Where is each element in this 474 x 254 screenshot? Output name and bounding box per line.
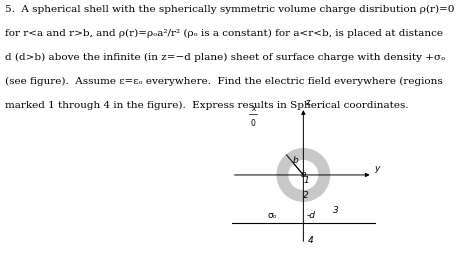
Text: 2: 2 [303, 191, 309, 200]
Text: 1: 1 [303, 176, 309, 184]
Text: for r<a and r>b, and ρ(r)=ρₒa²/r² (ρₒ is a constant) for a<r<b, is placed at dis: for r<a and r>b, and ρ(r)=ρₒa²/r² (ρₒ is… [5, 29, 443, 38]
Text: 3: 3 [333, 205, 339, 214]
Text: x: x [251, 104, 255, 113]
Text: y: y [374, 163, 379, 172]
Text: b: b [293, 156, 299, 165]
Text: z: z [306, 98, 310, 107]
Text: d (d>b) above the infinite (in z=−d plane) sheet of surface charge with density : d (d>b) above the infinite (in z=−d plan… [5, 53, 445, 62]
Text: 0: 0 [251, 118, 255, 127]
Text: -d: -d [306, 211, 315, 219]
Text: (see figure).  Assume ε=εₒ everywhere.  Find the electric field everywhere (regi: (see figure). Assume ε=εₒ everywhere. Fi… [5, 77, 443, 86]
Text: 4: 4 [308, 235, 313, 244]
Text: 5.  A spherical shell with the spherically symmetric volume charge disribution ρ: 5. A spherical shell with the sphericall… [5, 5, 454, 14]
Text: a: a [301, 169, 306, 178]
Text: σₒ: σₒ [268, 210, 277, 219]
Text: marked 1 through 4 in the figure).  Express results in Spherical coordinates.: marked 1 through 4 in the figure). Expre… [5, 101, 409, 110]
Circle shape [289, 161, 318, 189]
Circle shape [277, 149, 329, 201]
